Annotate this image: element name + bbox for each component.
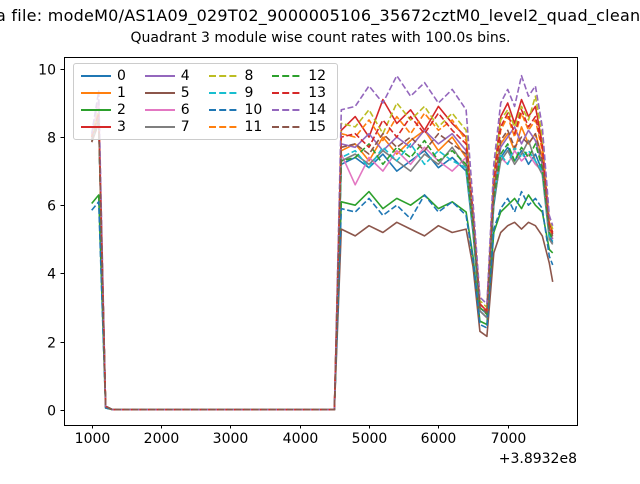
legend-label: 14 <box>308 101 327 118</box>
legend-label: 7 <box>180 118 190 135</box>
series-line-0 <box>90 119 554 411</box>
y-tick-label: 10 <box>38 63 56 79</box>
legend-label: 6 <box>180 101 190 118</box>
legend-label: 9 <box>244 85 254 102</box>
legend-line-sample <box>272 92 303 95</box>
series-line-6 <box>90 98 554 411</box>
series-line-5 <box>90 122 554 411</box>
legend-label: 12 <box>308 68 327 85</box>
y-tick-label: 0 <box>47 404 56 420</box>
legend-label: 2 <box>117 101 126 118</box>
legend-line-sample <box>144 125 175 128</box>
legend-entry-13: 13 <box>272 85 330 102</box>
series-line-4 <box>90 119 554 411</box>
legend-line-sample <box>144 75 175 78</box>
legend-label: 3 <box>117 118 126 135</box>
legend-entry-0: 0 <box>81 68 139 85</box>
legend-entry-3: 3 <box>81 118 139 135</box>
legend-entry-1: 1 <box>81 85 139 102</box>
legend-line-sample <box>272 75 303 78</box>
legend-entry-14: 14 <box>272 102 330 119</box>
legend-entry-11: 11 <box>208 118 267 135</box>
legend-line-sample <box>272 125 303 128</box>
legend-line-sample <box>81 75 111 78</box>
legend-label: 0 <box>117 68 126 85</box>
series-line-12 <box>90 119 554 411</box>
x-tick-label: 2000 <box>144 431 180 447</box>
axes-frame <box>64 57 578 426</box>
legend-label: 5 <box>180 85 190 102</box>
series-line-8 <box>90 95 554 411</box>
legend-entry-6: 6 <box>144 101 203 119</box>
legend-line-sample <box>208 108 239 111</box>
series-line-13 <box>90 109 554 411</box>
legend-label: 10 <box>244 101 263 118</box>
legend-entry-12: 12 <box>272 68 330 85</box>
axes-title: Quadrant 3 module wise count rates with … <box>130 30 511 46</box>
x-axis-offset-label: +3.8932e8 <box>498 451 577 467</box>
legend-label: 1 <box>117 85 126 102</box>
series-line-7 <box>90 119 554 411</box>
legend-label: 15 <box>308 118 327 135</box>
series-line-1 <box>90 115 554 411</box>
x-tick-label: 1000 <box>75 431 111 447</box>
legend-line-sample <box>81 125 111 128</box>
figure-title: a file: modeM0/AS1A09_029T02_9000005106_… <box>0 6 640 25</box>
legend-box: 0 1 2 3 4 5 6 7 8 9 10 11 12 13 14 15 <box>73 63 338 140</box>
legend-entry-5: 5 <box>144 85 203 102</box>
series-line-14 <box>90 74 554 411</box>
x-tick-label: 5000 <box>352 431 388 447</box>
series-line-9 <box>90 119 554 411</box>
legend-label: 11 <box>244 118 263 135</box>
y-tick-label: 8 <box>47 131 56 147</box>
x-tick-label: 3000 <box>213 431 249 447</box>
x-tick-label: 6000 <box>421 431 457 447</box>
legend-label: 13 <box>308 85 327 102</box>
legend-label: 8 <box>244 68 254 85</box>
legend-line-sample <box>208 125 239 128</box>
legend-entry-10: 10 <box>208 101 267 119</box>
legend-line-sample <box>208 75 239 78</box>
y-tick-label: 6 <box>47 199 56 215</box>
series-line-3 <box>90 98 554 411</box>
legend-line-sample <box>81 92 111 95</box>
series-line-15 <box>90 119 554 411</box>
legend-entry-9: 9 <box>208 85 267 102</box>
legend-entry-4: 4 <box>144 68 203 85</box>
legend-line-sample <box>272 108 303 111</box>
legend-entry-8: 8 <box>208 68 267 85</box>
legend-entry-7: 7 <box>144 118 203 135</box>
legend-entry-15: 15 <box>272 118 330 135</box>
x-tick-label: 7000 <box>491 431 527 447</box>
legend-line-sample <box>81 108 111 111</box>
x-tick-label: 4000 <box>283 431 319 447</box>
legend-line-sample <box>144 92 175 95</box>
y-tick-label: 2 <box>47 336 56 352</box>
legend-line-sample <box>208 92 239 95</box>
legend-entry-2: 2 <box>81 102 139 119</box>
legend-line-sample <box>144 108 175 111</box>
y-tick-label: 4 <box>47 267 56 283</box>
legend-label: 4 <box>180 68 190 85</box>
series-line-11 <box>90 112 554 411</box>
